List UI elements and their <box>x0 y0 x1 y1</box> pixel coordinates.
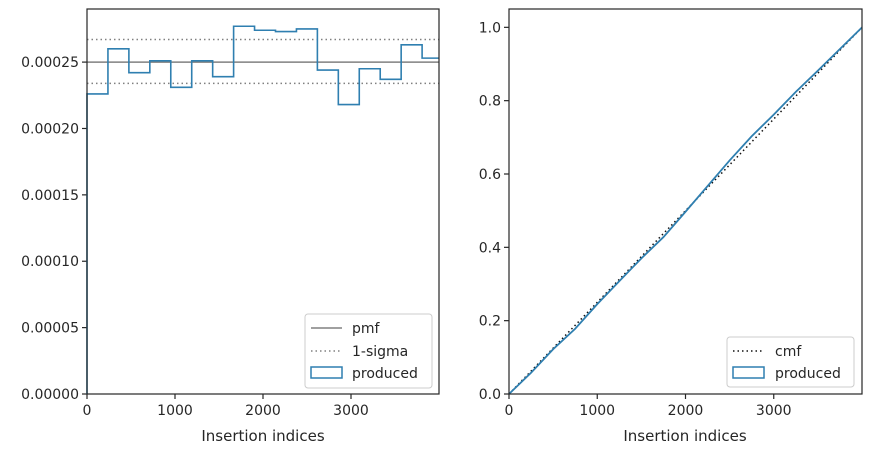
y-tick-label: 0.8 <box>479 94 501 110</box>
legend-produced-swatch-right <box>732 366 765 379</box>
produced-cumulative-line <box>508 26 863 395</box>
right-x-axis-label: Insertion indices <box>623 427 746 445</box>
legend-produced-swatch <box>310 366 343 379</box>
y-tick-label: 0.00005 <box>21 321 79 337</box>
legend-produced-label-right: produced <box>775 366 841 382</box>
right-legend: cmf produced <box>726 336 855 388</box>
y-tick-label: 0.00000 <box>21 387 79 403</box>
legend-pmf-label: pmf <box>352 321 381 337</box>
y-tick-label: 0.00010 <box>21 254 79 270</box>
left-legend: pmf 1-sigma produced <box>304 313 433 389</box>
right-panel: 0.0 0.2 0.4 0.6 0.8 1.0 0 1000 2000 3000 Inserti… <box>479 8 863 445</box>
right-axes-frame <box>508 8 863 395</box>
legend-produced-label: produced <box>352 366 418 382</box>
right-x-ticks: 0 1000 2000 3000 <box>505 394 792 419</box>
x-tick-label: 1000 <box>579 403 615 419</box>
y-tick-label: 0.0 <box>479 387 501 403</box>
cmf-line <box>508 26 863 395</box>
x-tick-label: 2000 <box>245 403 281 419</box>
right-plot-area <box>508 26 863 395</box>
left-x-axis-label: Insertion indices <box>201 427 324 445</box>
x-tick-label: 1000 <box>157 403 193 419</box>
right-y-ticks: 0.0 0.2 0.4 0.6 0.8 1.0 <box>479 20 509 403</box>
x-tick-label: 0 <box>83 403 92 419</box>
y-tick-label: 0.4 <box>479 240 501 256</box>
produced-histogram <box>86 25 439 394</box>
x-tick-label: 0 <box>505 403 514 419</box>
y-tick-label: 0.00020 <box>21 121 79 137</box>
left-legend-box <box>304 313 433 389</box>
left-x-ticks: 0 1000 2000 3000 <box>83 394 369 419</box>
y-tick-label: 0.00015 <box>21 188 79 204</box>
y-tick-label: 0.2 <box>479 314 501 330</box>
right-legend-box <box>726 336 855 388</box>
x-tick-label: 3000 <box>333 403 369 419</box>
y-tick-label: 0.00025 <box>21 55 79 71</box>
y-tick-label: 0.6 <box>479 167 501 183</box>
left-plot-area <box>86 25 439 394</box>
left-y-ticks: 0.00000 0.00005 0.00010 0.00015 0.00020 0.000… <box>21 55 87 403</box>
left-panel: 0.00000 0.00005 0.00010 0.00015 0.00020 0.000… <box>21 8 440 445</box>
x-tick-label: 3000 <box>756 403 792 419</box>
legend-cmf-label: cmf <box>775 344 802 360</box>
x-tick-label: 2000 <box>668 403 704 419</box>
y-tick-label: 1.0 <box>479 20 501 36</box>
left-axes-frame <box>86 8 440 395</box>
legend-sigma-label: 1-sigma <box>352 344 408 360</box>
